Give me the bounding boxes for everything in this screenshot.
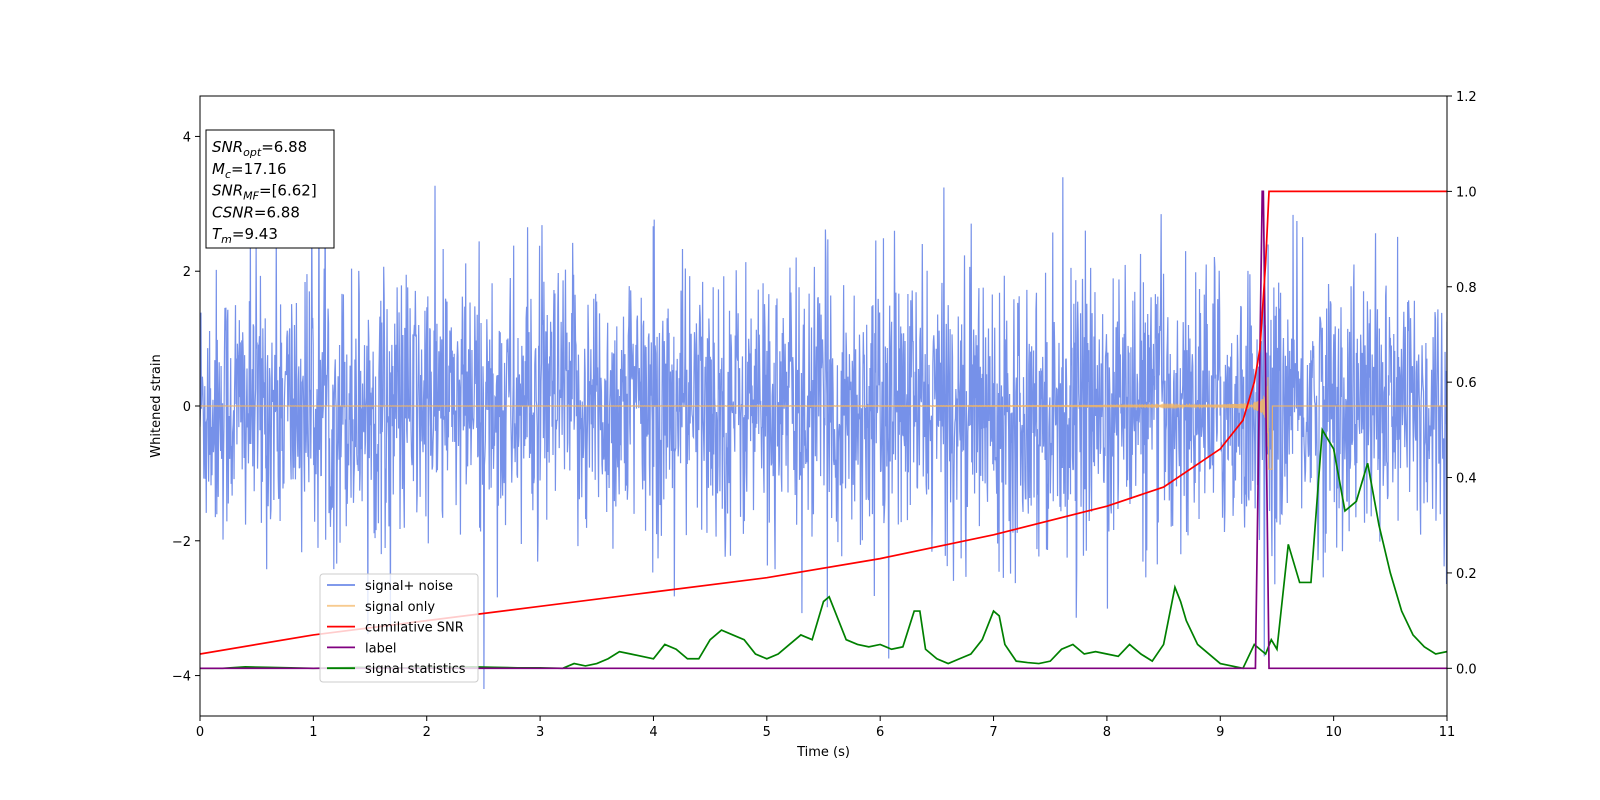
legend: signal+ noise signal only cumilative SNR la… [319,573,479,683]
annotation-line-0: SNRopt=6.88 [212,138,307,159]
legend-label-3: label [365,641,396,656]
x-tick-label-5: 5 [763,725,771,740]
annotation-symbol: T [212,225,223,243]
annotation-line-1: Mc=17.16 [212,160,287,181]
annotation-value: =6.88 [261,138,307,156]
annotation-subscript: m [221,233,232,246]
annotation-line-3: CSNR=6.88 [212,203,300,221]
legend-frame [319,573,479,683]
y-right-tick-label-6: 1.2 [1456,90,1477,105]
x-tick-label-9: 9 [1216,725,1224,740]
x-tick-label-4: 4 [649,725,657,740]
x-tick-label-1: 1 [309,725,317,740]
annotation-value: =9.43 [232,225,278,243]
y-right-tick-label-2: 0.4 [1456,472,1477,487]
legend-label-2: cumilative SNR [365,621,464,636]
annotation-symbol: CSNR [212,203,254,221]
legend-label-1: signal only [365,600,435,615]
x-tick-label-0: 0 [196,725,204,740]
x-tick-label-8: 8 [1103,725,1111,740]
x-tick-label-11: 11 [1439,725,1456,740]
annotation-box: SNRopt=6.88Mc=17.16SNRMF=[6.62]CSNR=6.88… [205,129,335,249]
y-left-tick-label-4: 4 [183,130,191,145]
annotation-subscript: opt [243,146,262,159]
series-signal-only [200,377,1447,470]
series-cumulative-snr [200,190,1447,655]
legend-label-0: signal+ noise [365,579,453,594]
annotation-symbol: SNR [212,182,243,200]
y-axis-label: Whitened strain [149,354,164,457]
x-tick-label-10: 10 [1325,725,1342,740]
annotation-value: =17.16 [231,160,287,178]
series-label [200,190,1447,670]
annotation-symbol: M [212,160,225,178]
x-tick-label-3: 3 [536,725,544,740]
y-right-tick-label-3: 0.6 [1456,376,1477,391]
y-right-tick-label-0: 0.0 [1456,662,1477,677]
annotation-subscript: c [225,168,231,181]
y-left-tick-label-0: −4 [172,670,191,685]
annotation-frame [205,129,335,249]
series-signal-statistics [200,427,1447,670]
y-right-tick-label-4: 0.8 [1456,281,1477,296]
annotation-subscript: MF [243,190,259,203]
x-axis-label: Time (s) [796,745,850,760]
annotation-line-4: Tm=9.43 [212,225,278,246]
series-signal-noise [200,149,1447,689]
y-left-tick-label-3: 2 [183,265,191,280]
x-tick-label-2: 2 [423,725,431,740]
x-tick-label-6: 6 [876,725,884,740]
y-right-tick-label-5: 1.0 [1456,185,1477,200]
y-left-tick-label-2: 0 [183,400,191,415]
legend-label-4: signal statistics [365,662,466,677]
x-axis-ticks: 0 1 2 3 4 5 6 7 8 9 10 11 [196,716,1455,740]
y-axis-left-ticks: −4 −2 0 2 4 [172,130,200,685]
y-right-tick-label-1: 0.2 [1456,567,1477,582]
y-axis-right-ticks: 0.0 0.2 0.4 0.6 0.8 1.0 1.2 [1447,90,1477,677]
x-tick-label-7: 7 [989,725,997,740]
annotation-value: =6.88 [254,203,300,221]
annotation-value: =[6.62] [259,182,317,200]
y-left-tick-label-1: −2 [172,535,191,550]
annotation-line-2: SNRMF=[6.62] [212,182,317,203]
annotation-symbol: SNR [212,138,243,156]
series-layer [200,149,1447,689]
